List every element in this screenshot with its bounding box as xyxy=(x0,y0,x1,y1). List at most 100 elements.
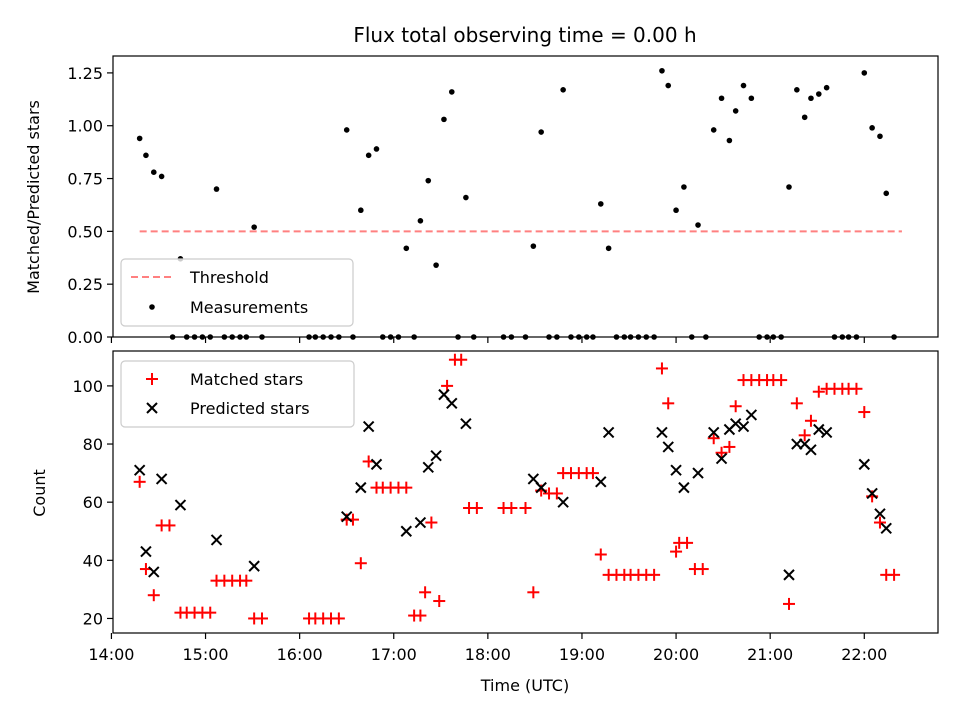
matched-star-point xyxy=(648,568,661,581)
legend-measurements-label: Measurements xyxy=(190,298,308,317)
measurement-point xyxy=(213,186,220,192)
measurement-point xyxy=(441,116,447,123)
matched-star-point xyxy=(873,516,886,529)
matched-star-point xyxy=(723,440,736,453)
predicted-star-point xyxy=(446,397,458,410)
top-x-ticks xyxy=(110,337,865,343)
measurement-point xyxy=(143,152,149,159)
top-y-tick-label: 0.50 xyxy=(67,222,103,241)
measurement-point xyxy=(823,84,830,91)
chart-title: Flux total observing time = 0.00 h xyxy=(353,23,696,47)
predicted-star-point xyxy=(155,473,168,485)
matched-star-point xyxy=(888,568,901,581)
legend-threshold-label: Threshold xyxy=(189,268,269,287)
measurement-point xyxy=(710,127,717,133)
predicted-star-point xyxy=(670,464,682,476)
measurement-point xyxy=(877,133,883,140)
matched-star-point xyxy=(414,609,427,622)
measurement-point xyxy=(538,129,544,135)
bottom-y-tick-label: 40 xyxy=(83,551,103,570)
predicted-star-point xyxy=(602,426,615,439)
measurement-point xyxy=(748,95,755,102)
predicted-star-point xyxy=(874,508,886,520)
predicted-star-point xyxy=(715,452,728,465)
measurement-point xyxy=(251,224,257,230)
predicted-star-point xyxy=(340,511,353,523)
measurement-point xyxy=(673,207,679,214)
measurement-point xyxy=(403,245,410,252)
matched-star-point xyxy=(715,446,728,459)
measurement-point xyxy=(433,262,439,268)
bottom-plot-area xyxy=(133,353,901,625)
matched-star-point xyxy=(798,429,811,442)
matched-star-point xyxy=(441,379,454,392)
measurement-point xyxy=(560,87,566,93)
top-y-tick-label: 1.00 xyxy=(67,117,103,136)
predicted-star-point xyxy=(430,449,442,462)
legend-matched-label: Matched stars xyxy=(190,370,303,389)
measurement-point xyxy=(869,125,875,131)
matched-star-point xyxy=(586,467,599,480)
bottom-y-axis-label: Count xyxy=(30,469,49,517)
matched-star-point xyxy=(775,374,788,387)
predicted-star-point xyxy=(248,560,260,572)
predicted-star-point xyxy=(414,516,427,529)
matched-star-point xyxy=(594,548,607,561)
bottom-y-ticks: 20 40 60 80 100 xyxy=(72,377,113,628)
bottom-y-tick-label: 100 xyxy=(72,377,103,396)
bottom-x-ticks: 14:00 15:00 16:00 17:00 18:00 19:00 20:00 21:00… xyxy=(88,633,887,664)
measurement-point xyxy=(365,152,372,159)
matched-star-point xyxy=(133,475,146,488)
bottom-x-tick-label: 15:00 xyxy=(182,645,228,664)
predicted-star-point xyxy=(460,417,472,430)
predicted-star-point xyxy=(866,487,878,500)
measurement-point xyxy=(740,82,747,89)
predicted-star-point xyxy=(595,476,607,488)
measurement-point xyxy=(597,201,604,207)
matched-star-point xyxy=(354,557,367,570)
predicted-star-point xyxy=(140,545,152,558)
x-axis-label: Time (UTC) xyxy=(480,676,569,695)
predicted-star-point xyxy=(370,458,383,471)
top-legend-box xyxy=(120,258,354,327)
predicted-star-point xyxy=(813,423,825,436)
predicted-star-point xyxy=(400,525,413,537)
predicted-star-point xyxy=(708,426,720,439)
predicted-star-point xyxy=(535,481,547,494)
measurement-point xyxy=(732,108,739,114)
bottom-x-tick-label: 16:00 xyxy=(277,645,323,664)
matched-star-point xyxy=(240,574,253,587)
predicted-star-point xyxy=(662,441,674,453)
bottom-x-tick-label: 18:00 xyxy=(465,645,511,664)
matched-star-point xyxy=(505,501,518,514)
measurement-point xyxy=(358,207,364,214)
matched-star-point xyxy=(655,362,668,375)
matched-star-point xyxy=(707,432,720,445)
predicted-star-point xyxy=(133,464,146,476)
measurement-point xyxy=(425,177,432,184)
measurement-point xyxy=(665,82,672,89)
matched-star-point xyxy=(400,481,413,494)
bottom-legend: Matched stars Predicted stars xyxy=(120,360,355,428)
bottom-y-tick-label: 80 xyxy=(83,435,103,454)
bottom-x-tick-label: 14:00 xyxy=(88,645,134,664)
legend-matched-swatch xyxy=(146,373,158,385)
matched-star-point xyxy=(729,400,742,413)
top-y-tick-label: 1.25 xyxy=(67,64,103,83)
measurement-point xyxy=(718,95,725,102)
measurement-point xyxy=(158,173,165,180)
matched-star-point xyxy=(681,536,694,549)
predicted-star-point xyxy=(737,420,750,433)
matched-star-point xyxy=(470,501,483,514)
matched-star-point xyxy=(782,597,795,610)
matched-star-point xyxy=(419,586,432,599)
predicted-star-point xyxy=(745,409,758,421)
predicted-star-point xyxy=(557,496,569,508)
matched-star-point xyxy=(425,516,438,529)
matched-star-point xyxy=(256,612,269,625)
top-y-tick-label: 0.25 xyxy=(67,275,103,294)
top-plot-area xyxy=(136,67,902,340)
predicted-star-point xyxy=(783,569,795,581)
matched-star-point xyxy=(858,406,871,419)
